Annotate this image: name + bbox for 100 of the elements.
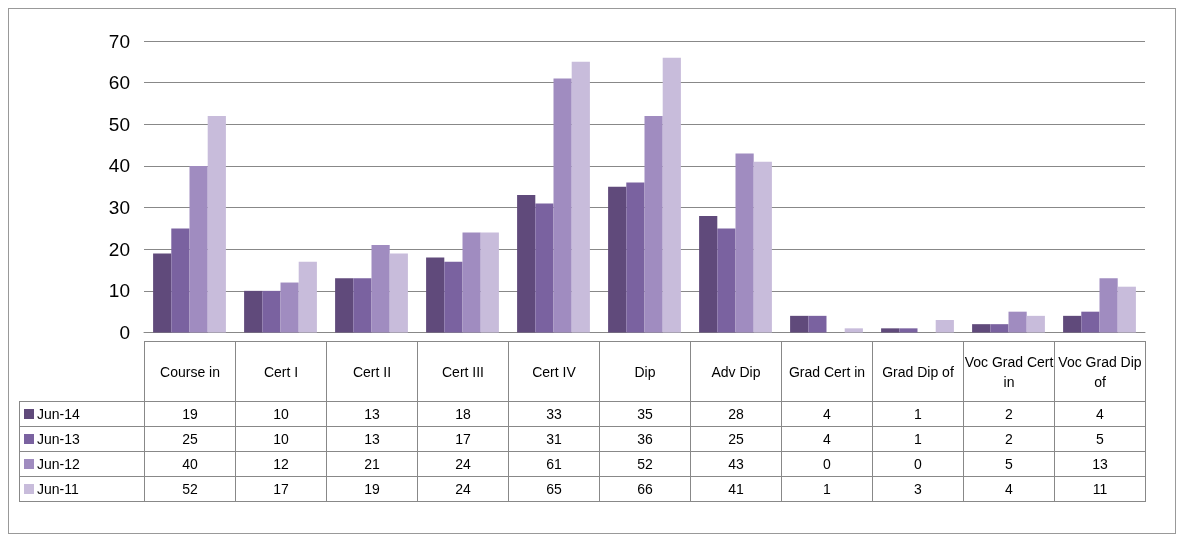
data-label: 13 [326, 426, 418, 452]
bar [990, 324, 1009, 333]
data-label: 10 [235, 426, 327, 452]
data-label: 4 [1054, 401, 1146, 427]
data-label: 2 [963, 426, 1055, 452]
data-label: 1 [781, 476, 873, 502]
bar [790, 315, 809, 333]
bar [735, 153, 754, 333]
bar [608, 186, 627, 333]
data-label: 4 [781, 426, 873, 452]
x-tick-label: Grad Dip of [872, 341, 964, 402]
data-label: 61 [508, 451, 600, 477]
legend-label: Jun-14 [19, 401, 145, 427]
x-tick-label: Cert II [326, 341, 418, 402]
data-label: 18 [417, 401, 509, 427]
data-label: 25 [144, 426, 236, 452]
bar [1099, 278, 1118, 333]
data-label: 52 [599, 451, 691, 477]
bar [1026, 315, 1045, 333]
data-label: 19 [144, 401, 236, 427]
bar [644, 115, 663, 333]
bar [808, 315, 827, 333]
data-label: 3 [872, 476, 964, 502]
x-tick-label: Cert I [235, 341, 327, 402]
data-label: 43 [690, 451, 782, 477]
bar [280, 282, 299, 333]
data-label: 11 [1054, 476, 1146, 502]
bar [389, 253, 408, 333]
data-label: 2 [963, 401, 1055, 427]
bar [1081, 311, 1100, 333]
bar [899, 328, 918, 333]
bar [426, 257, 445, 333]
x-tick-label: Cert IV [508, 341, 600, 402]
bar [1008, 311, 1027, 333]
data-label: 21 [326, 451, 418, 477]
x-tick-label: Adv Dip [690, 341, 782, 402]
bar [335, 278, 354, 333]
data-label: 24 [417, 476, 509, 502]
x-tick-label: Course in [144, 341, 236, 402]
data-label: 25 [690, 426, 782, 452]
data-label: 35 [599, 401, 691, 427]
data-label: 10 [235, 401, 327, 427]
data-label: 13 [326, 401, 418, 427]
data-label: 41 [690, 476, 782, 502]
bar [935, 320, 954, 333]
data-label: 1 [872, 401, 964, 427]
x-tick-label: Voc Grad Dip of [1054, 341, 1146, 402]
data-label: 4 [963, 476, 1055, 502]
data-label: 5 [963, 451, 1055, 477]
data-label: 28 [690, 401, 782, 427]
y-tick-label: 50 [108, 113, 130, 135]
bar [371, 245, 390, 333]
bar [171, 228, 190, 333]
y-tick-label: 0 [119, 322, 130, 343]
data-label: 66 [599, 476, 691, 502]
x-tick-label: Cert III [417, 341, 509, 402]
bar [553, 78, 572, 333]
x-tick-label: Voc Grad Cert in [963, 341, 1055, 402]
bar [153, 253, 172, 333]
x-tick-label: Grad Cert in [781, 341, 873, 402]
y-tick-label: 40 [108, 155, 130, 177]
bar [462, 232, 481, 333]
y-tick-label: 30 [108, 197, 130, 219]
data-label: 36 [599, 426, 691, 452]
x-tick-label: Dip [599, 341, 691, 402]
y-tick-label: 60 [108, 72, 130, 94]
bar [753, 161, 772, 333]
bar [881, 328, 900, 333]
bar [626, 182, 645, 333]
bar [535, 203, 554, 333]
bar [298, 261, 317, 333]
bar [480, 232, 499, 333]
bar [353, 278, 372, 333]
legend-label: Jun-11 [19, 476, 145, 502]
bar [207, 115, 226, 333]
data-label: 31 [508, 426, 600, 452]
bar [244, 290, 263, 333]
data-label: 4 [781, 401, 873, 427]
bar [662, 57, 681, 333]
bar [189, 165, 208, 333]
bar [1063, 315, 1082, 333]
data-label: 1 [872, 426, 964, 452]
data-label: 65 [508, 476, 600, 502]
bar [699, 215, 718, 333]
data-label: 19 [326, 476, 418, 502]
bar [717, 228, 736, 333]
data-label: 0 [872, 451, 964, 477]
data-label: 0 [781, 451, 873, 477]
data-label: 17 [235, 476, 327, 502]
data-label: 13 [1054, 451, 1146, 477]
y-tick-label: 10 [108, 280, 130, 302]
y-tick-label: 20 [108, 238, 130, 260]
data-label: 52 [144, 476, 236, 502]
bar [844, 328, 863, 333]
legend-label: Jun-13 [19, 426, 145, 452]
y-tick-label: 70 [108, 30, 130, 52]
bar [1117, 286, 1136, 333]
data-label: 12 [235, 451, 327, 477]
data-label: 24 [417, 451, 509, 477]
bar [262, 290, 281, 333]
